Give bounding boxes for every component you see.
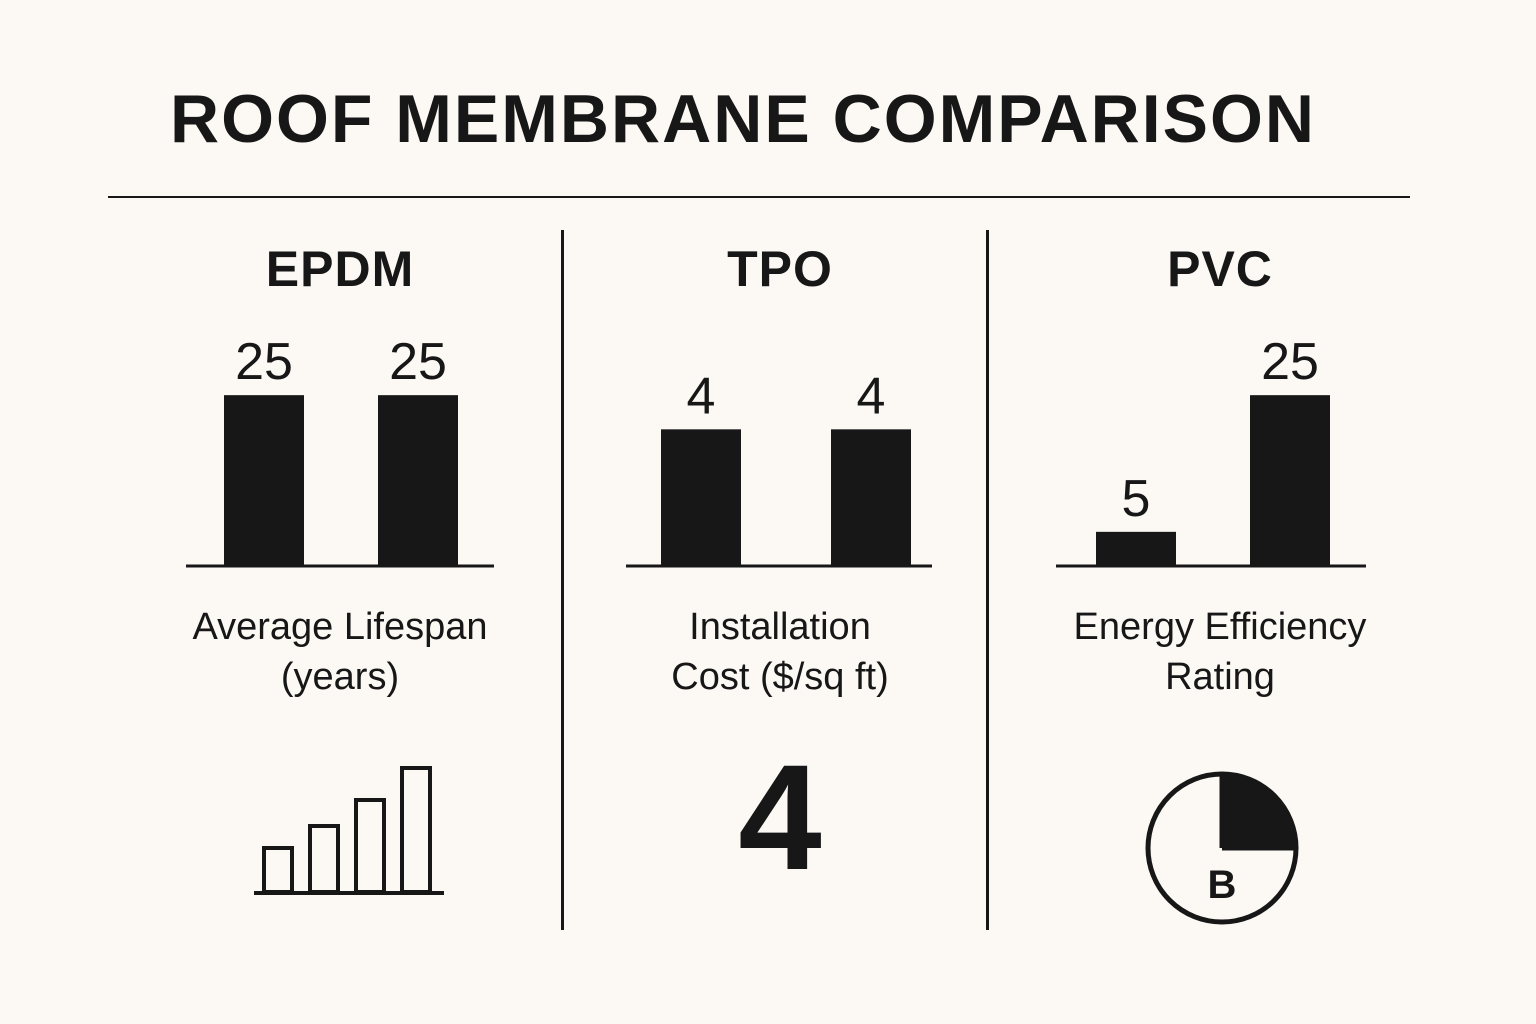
caption-line-2: (years) — [280, 656, 400, 698]
bar-1 — [661, 429, 741, 566]
bar-1 — [1096, 531, 1176, 566]
caption-line-2: Cost ($/sq ft) — [671, 656, 889, 698]
panel-heading: EPDM — [265, 241, 415, 297]
panel-heading: PVC — [1167, 241, 1273, 297]
caption-line-1: Installation — [689, 606, 871, 648]
panel-divider-2 — [986, 230, 989, 930]
bar-2 — [1250, 395, 1330, 566]
bar-chart-epdm: 25 25 — [186, 333, 494, 568]
panel-divider-1 — [561, 230, 564, 930]
panel-epdm: EPDM 25 25 Average Lifespan (years) — [130, 230, 550, 950]
panel-caption: Average Lifespan (years) — [130, 602, 550, 702]
panel-pvc: PVC 5 25 Energy Efficiency Rating B — [1010, 230, 1430, 950]
big-value: 4 — [738, 733, 822, 901]
data-label-2: 4 — [857, 367, 886, 425]
panel-caption: Energy Efficiency Rating — [1010, 602, 1430, 702]
data-label-1: 25 — [235, 333, 293, 391]
data-label-2: 25 — [1261, 333, 1319, 391]
caption-line-1: Energy Efficiency — [1073, 606, 1367, 648]
bar-2 — [831, 429, 911, 566]
panel-heading: TPO — [727, 241, 833, 297]
title-rule — [108, 196, 1410, 198]
caption-line-2: Rating — [1165, 656, 1275, 698]
gauge-label: B — [1208, 863, 1237, 907]
data-label-2: 25 — [389, 333, 447, 391]
gauge-slice — [1222, 774, 1296, 848]
page-title: ROOF MEMBRANE COMPARISON — [169, 81, 1317, 157]
pie-gauge-icon: B — [1145, 771, 1299, 925]
data-label-1: 4 — [687, 367, 716, 425]
bar-2 — [378, 395, 458, 566]
panel-caption: Installation Cost ($/sq ft) — [570, 602, 990, 702]
data-label-1: 5 — [1122, 470, 1151, 528]
bar-chart-pvc: 5 25 — [1056, 333, 1366, 568]
caption-line-1: Average Lifespan — [192, 606, 488, 648]
bar-chart-icon — [254, 766, 444, 895]
bar-1 — [224, 395, 304, 566]
